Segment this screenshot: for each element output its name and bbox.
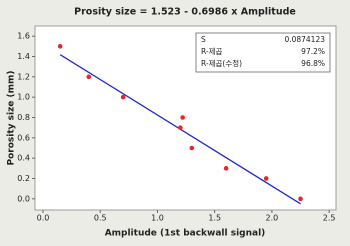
y-tick-label: 0.8 bbox=[17, 113, 30, 122]
chart-title: Prosity size = 1.523 - 0.6986 x Amplitud… bbox=[74, 7, 296, 18]
y-axis-label: Porosity size (mm) bbox=[7, 70, 17, 165]
stats-box bbox=[195, 32, 331, 73]
stat-value: 96.8% bbox=[301, 59, 325, 68]
x-tick-label: 2.0 bbox=[266, 214, 279, 223]
stat-value: 97.2% bbox=[301, 47, 325, 56]
y-tick-label: 1.0 bbox=[17, 93, 30, 102]
data-point bbox=[180, 115, 185, 120]
data-point bbox=[189, 145, 195, 151]
x-tick-label: 2.5 bbox=[323, 214, 336, 223]
data-point bbox=[57, 44, 63, 49]
x-tick-label: 1.5 bbox=[208, 214, 221, 223]
stat-name: R-제곱 bbox=[201, 47, 223, 56]
data-point bbox=[86, 74, 92, 80]
data-point bbox=[120, 94, 126, 100]
x-tick-label: 0.5 bbox=[94, 214, 107, 223]
x-tick-label: 1.0 bbox=[151, 214, 164, 223]
y-tick-label: 0.0 bbox=[17, 194, 30, 203]
y-tick-label: 1.2 bbox=[17, 72, 30, 81]
y-tick-label: 1.6 bbox=[17, 32, 30, 41]
data-point bbox=[298, 196, 303, 202]
y-tick-label: 0.4 bbox=[17, 154, 30, 163]
data-point bbox=[263, 176, 269, 181]
x-tick-label: 0.0 bbox=[37, 214, 50, 223]
data-point bbox=[178, 125, 183, 130]
data-point bbox=[223, 166, 229, 171]
stat-name: S bbox=[201, 35, 206, 44]
x-axis-label: Amplitude (1st backwall signal) bbox=[105, 229, 266, 239]
y-tick-label: 0.2 bbox=[17, 174, 30, 183]
y-tick-label: 0.6 bbox=[17, 133, 30, 142]
stat-value: 0.0874123 bbox=[284, 35, 325, 44]
stat-name: R-제곱(수정) bbox=[201, 58, 242, 68]
y-tick-label: 1.4 bbox=[17, 52, 30, 61]
